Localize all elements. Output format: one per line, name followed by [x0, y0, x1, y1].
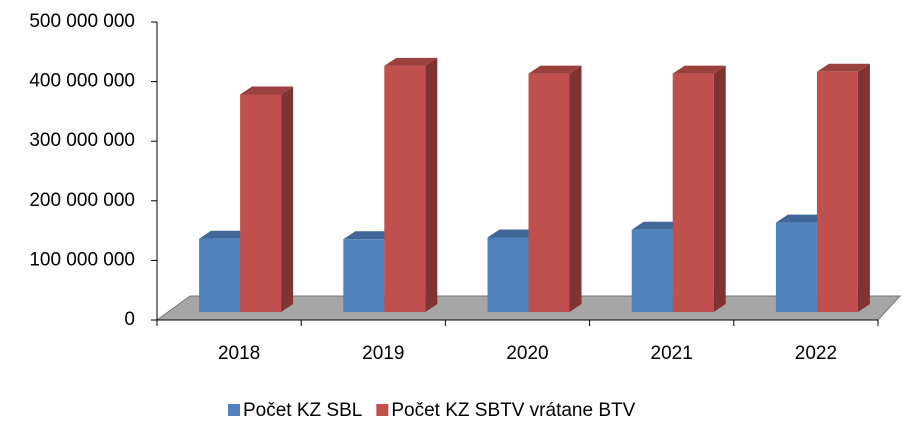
bar-face	[343, 239, 385, 312]
bar-face	[487, 237, 529, 312]
x-tick-label: 2021	[651, 343, 693, 364]
bar-face	[569, 65, 582, 312]
bar-face	[240, 86, 294, 95]
y-tick-label: 300 000 000	[29, 130, 135, 151]
bar-face	[672, 73, 714, 312]
legend-label: Počet KZ SBL	[243, 400, 362, 421]
bar-face	[816, 63, 870, 72]
bar-face	[816, 71, 858, 312]
bar	[240, 86, 294, 313]
bar-face	[528, 73, 570, 312]
bar-face	[713, 65, 726, 312]
bar-face	[425, 57, 438, 312]
x-tick-label: 2022	[795, 343, 837, 364]
bar-face	[857, 63, 870, 313]
y-tick-label: 0	[124, 309, 135, 330]
legend-swatch	[228, 404, 240, 416]
bar	[816, 63, 870, 313]
bar	[384, 57, 438, 313]
bar-face	[775, 222, 817, 312]
bar-face	[199, 238, 241, 312]
bar-face	[631, 221, 685, 230]
bar-face	[343, 231, 397, 240]
y-tick-label: 100 000 000	[29, 249, 135, 270]
x-tick-label: 2019	[362, 343, 404, 364]
bar-face	[384, 65, 426, 313]
bar-face	[672, 65, 726, 74]
bar	[528, 65, 582, 312]
y-tick-label: 400 000 000	[29, 71, 135, 92]
x-tick-label: 2020	[506, 343, 548, 364]
y-tick-label: 500 000 000	[29, 11, 135, 32]
bar-face	[281, 86, 294, 313]
bar-face	[775, 214, 829, 223]
bar-face	[240, 94, 282, 313]
x-tick-label: 2018	[218, 343, 260, 364]
bar-face	[384, 57, 438, 66]
bar-face	[528, 65, 582, 74]
bar-face	[487, 229, 541, 238]
bar-face	[631, 229, 673, 312]
y-tick-label: 200 000 000	[29, 190, 135, 211]
legend-label: Počet KZ SBTV vrátane BTV	[391, 400, 635, 421]
bar	[672, 65, 726, 312]
bar-face	[199, 230, 253, 239]
legend-swatch	[376, 404, 389, 416]
